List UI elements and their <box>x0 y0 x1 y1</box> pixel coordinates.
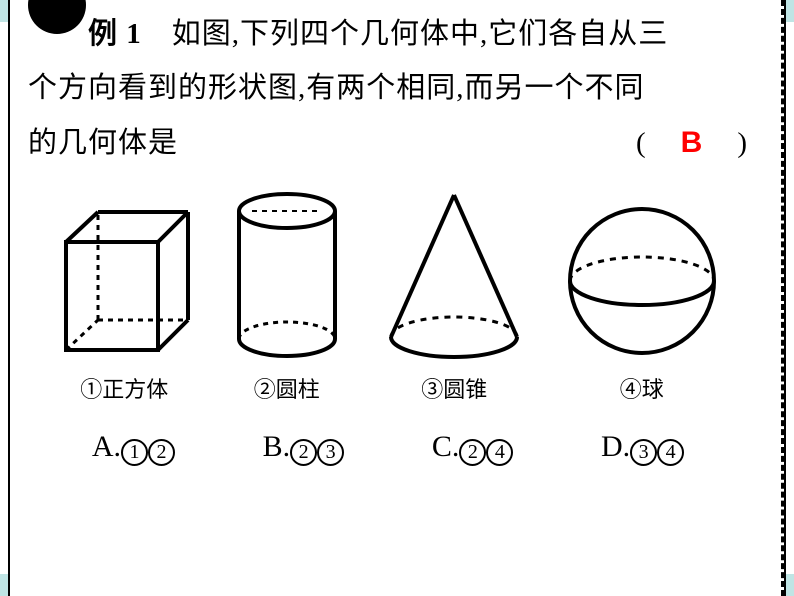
page-frame: 例 1 如图,下列四个几何体中,它们各自从三 个方向看到的形状图,有两个相同,而… <box>8 0 786 596</box>
cube-icon <box>54 204 194 364</box>
question-line3: 的几何体是 ( B ) <box>28 115 748 171</box>
figure-cone: ③圆锥 <box>379 189 529 404</box>
opt-b-letter: B. <box>263 430 291 463</box>
content-area: 例 1 如图,下列四个几何体中,它们各自从三 个方向看到的形状图,有两个相同,而… <box>28 8 748 588</box>
figures-row: ①正方体 ②圆柱 <box>28 189 748 404</box>
paren-close: ) <box>737 117 748 171</box>
cone-name: 圆锥 <box>443 377 487 402</box>
answer-blank2 <box>707 117 737 171</box>
opt-a-n2: 2 <box>148 439 175 466</box>
cylinder-icon <box>227 189 347 364</box>
opt-c-n2: 4 <box>486 439 513 466</box>
opt-a-letter: A. <box>92 430 121 463</box>
line3-start: 的几何体是 <box>28 117 178 171</box>
sphere-label: ④球 <box>620 372 664 404</box>
cone-icon <box>379 189 529 364</box>
line1-rest: 如图,下列四个几何体中,它们各自从三 <box>142 18 669 50</box>
option-a: A.12 <box>92 430 175 466</box>
cone-label: ③圆锥 <box>421 372 487 404</box>
opt-d-n2: 4 <box>657 439 684 466</box>
cube-name: 正方体 <box>102 377 168 402</box>
figure-cube: ①正方体 <box>54 204 194 404</box>
opt-d-letter: D. <box>601 430 630 463</box>
question-line1: 例 1 如图,下列四个几何体中,它们各自从三 <box>28 18 668 50</box>
cylinder-num: ② <box>254 377 276 402</box>
opt-b-n2: 3 <box>317 439 344 466</box>
figure-cylinder: ②圆柱 <box>227 189 347 404</box>
sphere-num: ④ <box>620 377 642 402</box>
answer-letter: B <box>681 115 704 171</box>
example-label: 例 1 <box>88 18 142 50</box>
option-d: D.34 <box>601 430 684 466</box>
opt-a-n1: 1 <box>121 439 148 466</box>
cube-num: ① <box>80 377 102 402</box>
cone-num: ③ <box>421 377 443 402</box>
figure-sphere: ④球 <box>562 199 722 404</box>
cylinder-name: 圆柱 <box>276 377 320 402</box>
question-text: 例 1 如图,下列四个几何体中,它们各自从三 个方向看到的形状图,有两个相同,而… <box>28 8 748 171</box>
right-dashed-border <box>781 0 784 596</box>
paren-open: ( <box>636 117 647 171</box>
options-row: A.12 B.23 C.24 D.34 <box>28 430 748 466</box>
option-b: B.23 <box>263 430 345 466</box>
cylinder-label: ②圆柱 <box>254 372 320 404</box>
sphere-icon <box>562 199 722 364</box>
opt-d-n1: 3 <box>630 439 657 466</box>
opt-c-letter: C. <box>432 430 460 463</box>
opt-c-n1: 2 <box>459 439 486 466</box>
sphere-name: 球 <box>642 377 664 402</box>
option-c: C.24 <box>432 430 514 466</box>
cube-label: ①正方体 <box>80 372 168 404</box>
question-line2: 个方向看到的形状图,有两个相同,而另一个不同 <box>28 72 645 104</box>
answer-blank <box>647 117 677 171</box>
opt-b-n1: 2 <box>290 439 317 466</box>
